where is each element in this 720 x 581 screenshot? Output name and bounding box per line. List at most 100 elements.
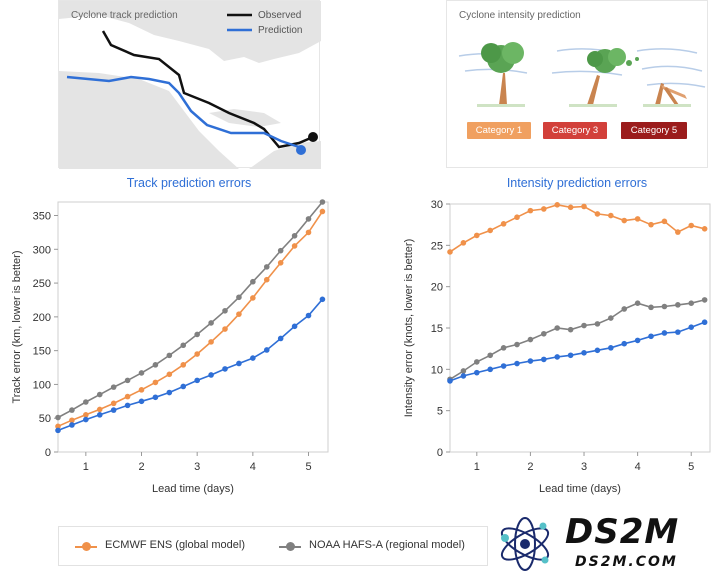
observed-legend-label: Observed xyxy=(258,10,302,21)
intensity-chart-series-1-point xyxy=(527,336,534,343)
category-1-badge: Category 1 xyxy=(467,122,531,139)
track-chart-series-1-point xyxy=(319,199,326,205)
legend-noaa-label: NOAA HAFS-A (regional model) xyxy=(309,539,465,551)
intensity-chart-series-2-point xyxy=(581,350,587,356)
track-chart-series-0-point xyxy=(166,371,173,378)
intensity-chart-series-2-point xyxy=(541,356,547,363)
track-chart-series-0-point xyxy=(319,208,326,215)
track-chart-series-1-point xyxy=(250,278,256,285)
track-chart-ytick-label: 250 xyxy=(33,278,51,290)
observed-end-marker xyxy=(308,132,318,142)
track-chart-ytick-label: 100 xyxy=(33,379,51,391)
track-chart-series-2-point xyxy=(166,389,173,396)
track-chart-xlabel: Lead time (days) xyxy=(152,483,234,495)
intensity-chart-xlabel: Lead time (days) xyxy=(539,483,621,495)
track-card-title: Cyclone track prediction xyxy=(71,10,178,21)
intensity-chart-series-2-point xyxy=(447,378,453,384)
intensity-chart-ytick-label: 30 xyxy=(431,199,443,211)
intensity-chart-series-1-point xyxy=(541,330,547,337)
intensity-chart-ytick-label: 25 xyxy=(431,240,443,252)
intensity-chart-series-2-point xyxy=(554,354,561,360)
predicted-track xyxy=(66,75,300,149)
track-chart-series-0-point xyxy=(277,260,284,266)
legend-ecmwf-label: ECMWF ENS (global model) xyxy=(105,539,245,551)
intensity-chart-series-0-point xyxy=(648,221,654,228)
track-chart-series-2-point xyxy=(319,296,326,303)
chart-legend: ECMWF ENS (global model) NOAA HAFS-A (re… xyxy=(58,526,488,566)
track-chart-series-2-point xyxy=(96,412,103,418)
intensity-chart-series-0-point xyxy=(608,212,614,219)
tree-category-3-icon xyxy=(569,48,639,107)
intensity-chart-series-0-point xyxy=(581,203,587,210)
intensity-chart-series-2-point xyxy=(701,319,708,326)
land-mass-island xyxy=(209,109,281,127)
track-chart-series-0-point xyxy=(305,229,312,236)
track-chart-series-2-point xyxy=(110,407,117,413)
track-chart-series-0-point xyxy=(138,387,145,393)
intensity-chart-ylabel: Intensity error (knots, lower is better) xyxy=(403,239,415,418)
intensity-chart-series-0-point xyxy=(594,211,601,217)
track-chart-series-1-point xyxy=(110,384,117,390)
track-chart-series-2-point xyxy=(305,312,312,319)
track-chart-series-2-point xyxy=(69,422,75,428)
track-chart-series-0-point xyxy=(263,276,270,283)
track-chart-xtick-label: 2 xyxy=(138,461,144,473)
intensity-chart-series-2-point xyxy=(594,347,601,354)
intensity-chart-series-1-point xyxy=(500,345,507,351)
track-chart-series-1-point xyxy=(138,370,145,376)
track-chart-series-0-point xyxy=(55,423,61,430)
track-chart-series-1-point xyxy=(263,264,270,270)
legend-ecmwf-dot xyxy=(82,542,91,551)
track-chart-series-2-point xyxy=(124,402,131,409)
track-chart-series-2-point xyxy=(277,335,284,342)
intensity-chart-series-0-point xyxy=(460,240,467,246)
intensity-chart-series-1-point xyxy=(621,306,628,312)
intensity-chart-series-0-point xyxy=(447,249,453,255)
intensity-chart-series-0-point xyxy=(688,222,695,229)
track-chart-xtick-label: 3 xyxy=(194,461,200,473)
track-chart-series-2-point xyxy=(263,347,270,353)
tree-category-1-icon xyxy=(477,42,525,107)
intensity-chart-ytick-label: 15 xyxy=(431,323,443,335)
category-5-badge: Category 5 xyxy=(621,122,687,139)
intensity-chart-series-2-point xyxy=(527,358,534,364)
track-chart-series-1-point xyxy=(305,216,312,222)
intensity-chart-series-1-point xyxy=(554,325,561,331)
intensity-chart-series-1-point xyxy=(634,300,641,306)
track-chart-plot-frame xyxy=(57,201,329,453)
intensity-chart-series-1-point xyxy=(688,300,695,306)
intensity-chart-xtick-label: 2 xyxy=(527,461,533,473)
ds2m-logo-mark xyxy=(500,517,550,571)
track-chart-series-0-point xyxy=(69,417,75,424)
intensity-chart-series-0-point xyxy=(567,204,574,211)
track-chart-series-1-line xyxy=(57,201,324,419)
track-errors-title: Track prediction errors xyxy=(126,176,252,190)
predicted-end-marker xyxy=(296,145,306,155)
track-chart-series-1-point xyxy=(83,399,89,405)
track-chart-series-1-point xyxy=(96,391,103,398)
intensity-chart-series-0-line xyxy=(449,203,705,253)
track-chart-series-0-point xyxy=(110,400,117,407)
legend-noaa-dot xyxy=(286,542,295,551)
intensity-chart-series-0-point xyxy=(661,218,668,225)
tree-illustrations xyxy=(458,42,706,107)
intensity-chart-series-0-point xyxy=(500,221,507,227)
track-chart-series-2-point xyxy=(152,394,159,401)
prediction-legend-label: Prediction xyxy=(258,25,303,36)
track-chart-series-0-point xyxy=(152,379,159,386)
track-chart-series-1-point xyxy=(180,342,187,349)
intensity-chart-series-1-point xyxy=(661,303,668,310)
intensity-chart-series-1-point xyxy=(487,352,494,359)
track-chart-series-0-point xyxy=(124,393,131,400)
track-error-chart: 0 50 100 150 200 250 300 350 1 2 3 4 5 Lead time (day… xyxy=(11,199,329,495)
intensity-chart-series-2-point xyxy=(500,363,507,369)
intensity-chart-series-2-point xyxy=(648,333,654,340)
intensity-chart-ytick-label: 5 xyxy=(437,406,443,418)
track-chart-series-2-point xyxy=(180,383,187,390)
intensity-chart-series-0-point xyxy=(541,206,547,212)
intensity-prediction-card: Cyclone intensity prediction Category 1 … xyxy=(446,0,708,168)
track-chart-series-2-point xyxy=(83,416,89,423)
intensity-chart-series-1-point xyxy=(648,304,654,311)
land-mass-gulf xyxy=(59,71,239,169)
intensity-chart-series-1-point xyxy=(474,359,480,365)
